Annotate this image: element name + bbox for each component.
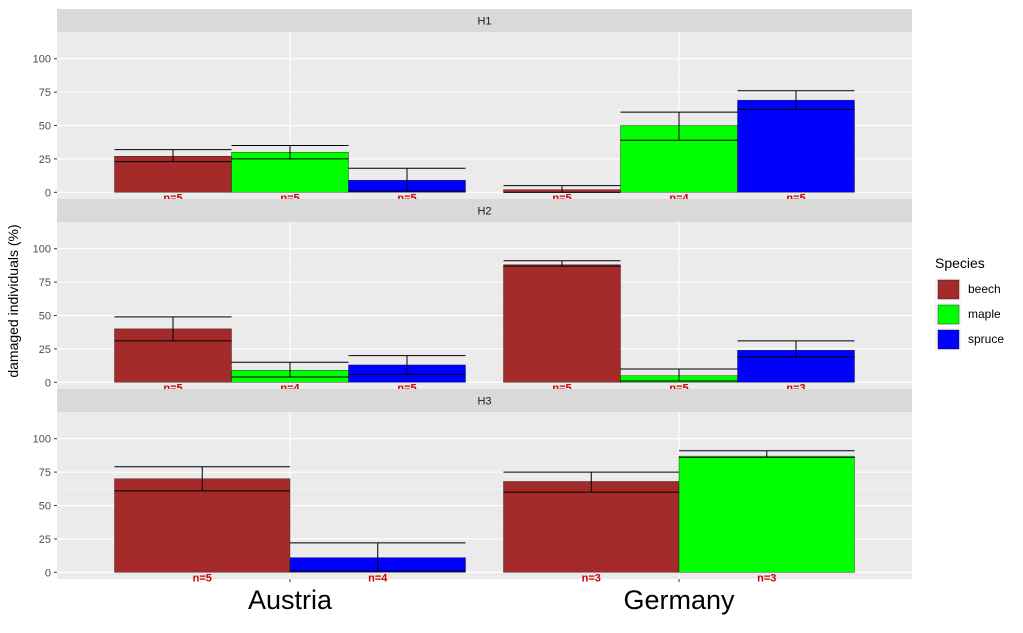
y-tick-label: 100 xyxy=(33,244,51,256)
error-bar xyxy=(114,466,290,492)
facet-strip xyxy=(57,389,912,412)
error-bar xyxy=(348,167,466,192)
sample-size-label: n=4 xyxy=(368,572,388,584)
y-tick-label: 100 xyxy=(33,434,51,446)
legend-label-spruce: spruce xyxy=(968,332,1004,346)
y-tick-label: 75 xyxy=(39,467,51,479)
y-axis-title: damaged individuals (%) xyxy=(5,224,21,377)
legend-title: Species xyxy=(935,255,985,271)
legend-swatch-beech xyxy=(937,279,960,300)
y-tick-label: 0 xyxy=(45,377,51,389)
error-bar xyxy=(620,111,738,141)
y-tick-label: 75 xyxy=(39,87,51,99)
y-tick-label: 75 xyxy=(39,277,51,289)
error-bar xyxy=(679,450,855,458)
y-tick-label: 25 xyxy=(39,154,51,166)
x-category-label: Germany xyxy=(623,585,735,615)
error-bar xyxy=(737,90,855,110)
bar-beech xyxy=(114,478,291,573)
error-bar xyxy=(114,316,232,342)
facet-strip-label: H1 xyxy=(477,16,491,28)
error-bar xyxy=(290,542,466,572)
bar-spruce xyxy=(737,99,855,193)
y-tick-label: 50 xyxy=(39,501,51,513)
y-tick-label: 50 xyxy=(39,311,51,323)
legend-label-maple: maple xyxy=(968,307,1001,321)
error-bar xyxy=(231,361,349,378)
facet-strip-label: H3 xyxy=(477,396,491,408)
y-tick-label: 100 xyxy=(33,54,51,66)
legend-swatch-spruce xyxy=(937,329,960,350)
legend: Species beech maple spruce xyxy=(935,255,1004,350)
sample-size-label: n=3 xyxy=(582,572,601,584)
bar-beech xyxy=(503,481,680,573)
facet-strip-label: H2 xyxy=(477,206,491,218)
y-tick-label: 25 xyxy=(39,534,51,546)
error-bar xyxy=(114,149,232,163)
error-bar xyxy=(503,185,621,193)
error-bar xyxy=(620,368,738,382)
bar-maple xyxy=(678,455,855,573)
y-tick-label: 0 xyxy=(45,567,51,579)
facet-strip xyxy=(57,199,912,222)
y-tick-label: 0 xyxy=(45,187,51,199)
sample-size-label: n=3 xyxy=(757,572,776,584)
y-tick-label: 25 xyxy=(39,344,51,356)
x-category-label: Austria xyxy=(248,585,333,615)
bar-beech xyxy=(503,264,621,383)
facet-panel-h3: H3 0 25 50 75 100 n=5 n=4 n=3 n=3 xyxy=(33,389,912,584)
legend-label-beech: beech xyxy=(968,282,1001,296)
legend-swatch-maple xyxy=(937,304,960,325)
error-bar xyxy=(503,471,679,493)
y-tick-label: 50 xyxy=(39,121,51,133)
facet-strip xyxy=(57,9,912,32)
error-bar xyxy=(348,355,466,375)
error-bar xyxy=(503,260,621,267)
sample-size-label: n=5 xyxy=(193,572,212,584)
error-bar xyxy=(737,340,855,358)
error-bar xyxy=(231,145,349,160)
